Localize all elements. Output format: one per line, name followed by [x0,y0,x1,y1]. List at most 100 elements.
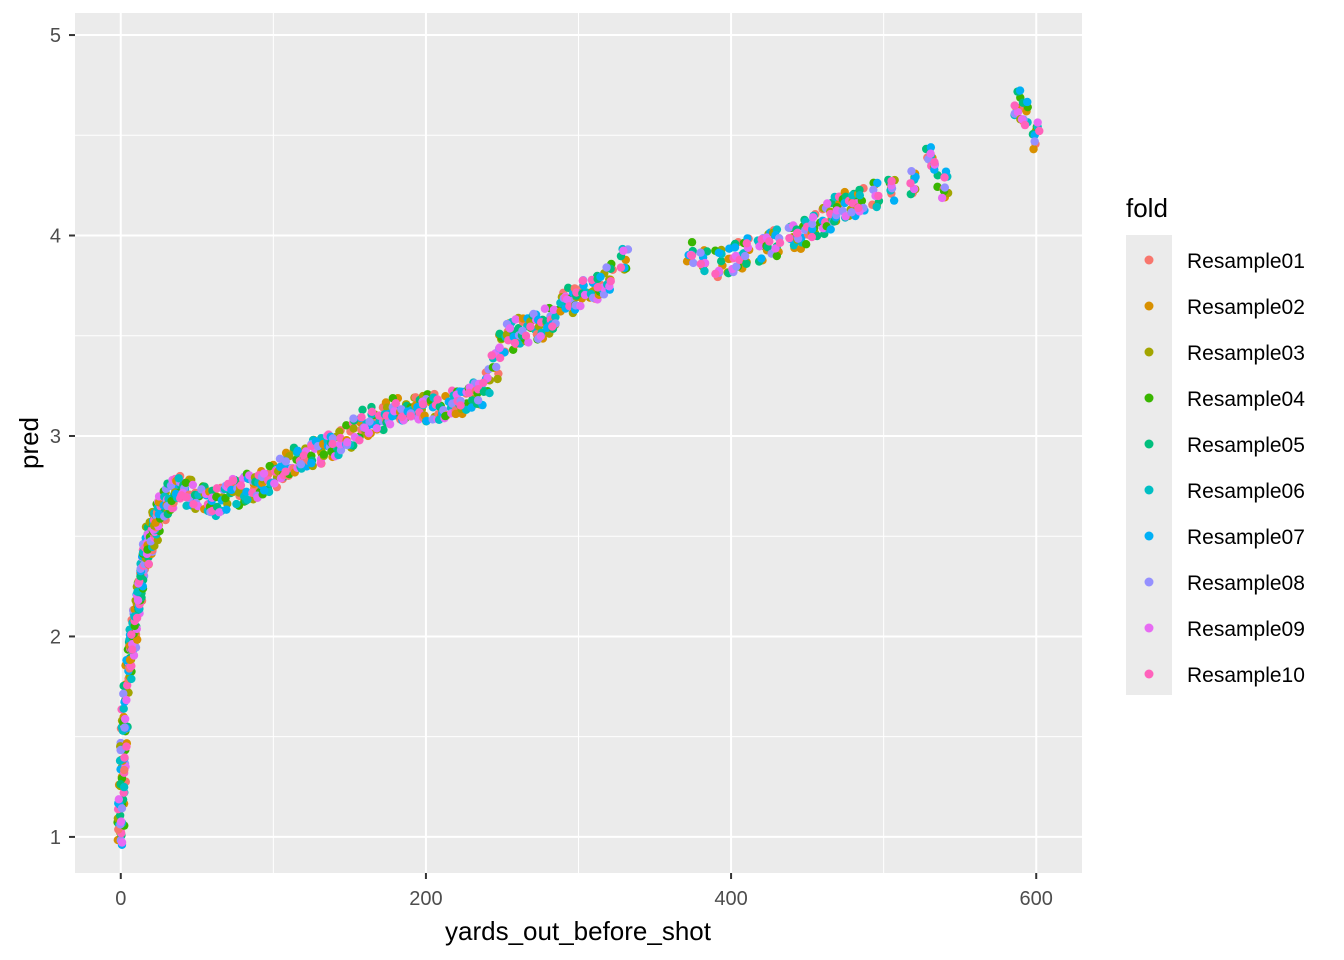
data-point [1010,101,1019,110]
data-point [144,559,153,569]
data-point [906,179,915,188]
data-point [493,374,502,384]
data-point [355,436,364,445]
data-point [711,269,720,279]
x-axis-ticks: 0 200 400 600 [115,873,1053,910]
data-point [367,407,377,417]
data-point [188,480,198,490]
data-point [479,378,488,388]
legend-key [1144,439,1154,449]
data-point [243,495,252,504]
data-point [492,362,501,372]
data-point [505,324,515,333]
data-point [328,439,337,449]
data-point [456,401,465,410]
data-point [349,414,358,423]
data-point [732,262,741,271]
data-point [397,412,407,421]
data-point [259,469,269,478]
legend-key [1144,669,1154,679]
data-point [265,461,274,471]
data-point [730,243,740,252]
data-point [854,203,863,213]
data-point [293,446,303,455]
data-point [755,242,764,251]
legend-label: Resample07 [1187,526,1305,549]
data-point [847,208,856,217]
data-point [116,817,126,826]
data-point [133,596,143,605]
data-point [526,322,535,331]
data-point [687,238,697,247]
data-point [433,395,442,404]
data-point [228,476,238,485]
data-point [872,202,881,212]
minor-gridlines [75,13,1082,873]
data-point [364,428,374,438]
data-point [823,199,832,208]
data-point [127,645,137,654]
legend-label: Resample04 [1187,388,1305,411]
legend-label: Resample02 [1187,296,1305,319]
data-point [117,804,127,813]
data-point [742,259,751,268]
data-point [551,312,560,322]
data-point [1033,118,1042,127]
legend-label: Resample05 [1187,434,1305,457]
data-point [714,248,724,258]
data-point [372,424,382,433]
data-point [808,213,818,222]
data-point [397,405,406,414]
y-axis-title: pred [14,417,44,469]
data-point [889,196,899,205]
data-point [907,166,916,176]
data-point [716,257,726,266]
data-point [689,258,698,268]
data-point [606,277,615,286]
data-point [182,493,191,502]
data-point [296,460,306,469]
data-point [122,680,132,690]
data-point [189,499,198,509]
data-point [335,427,344,436]
data-point [319,450,329,459]
x-tick-label: 600 [1020,888,1053,910]
major-gridlines [75,13,1082,873]
data-point [122,742,131,751]
data-point [343,438,352,447]
data-point [599,290,609,299]
data-point [511,315,520,324]
data-point [1023,97,1032,107]
data-point [578,276,587,285]
data-point [119,689,128,698]
data-point [536,332,545,341]
data-point [215,508,224,517]
data-point [930,157,939,167]
data-point [696,248,705,257]
data-point [365,417,374,426]
data-point [596,272,605,282]
data-point [222,505,231,514]
data-point [792,229,802,238]
data-point [593,283,602,292]
data-point [548,322,557,331]
data-point [485,388,494,398]
data-point [299,451,309,460]
data-point [495,353,505,363]
data-point [120,714,130,724]
data-point [406,411,415,421]
y-tick-label: 1 [50,827,61,849]
data-point [232,499,241,509]
legend-label: Resample09 [1187,618,1305,641]
data-point [1030,137,1039,146]
data-point [772,251,782,261]
data-point [775,238,785,247]
data-point [524,338,533,347]
legend-key [1144,485,1154,495]
data-point [349,424,358,433]
data-point [841,212,850,221]
data-point [473,396,483,405]
data-point [451,409,460,419]
data-point [785,233,794,243]
